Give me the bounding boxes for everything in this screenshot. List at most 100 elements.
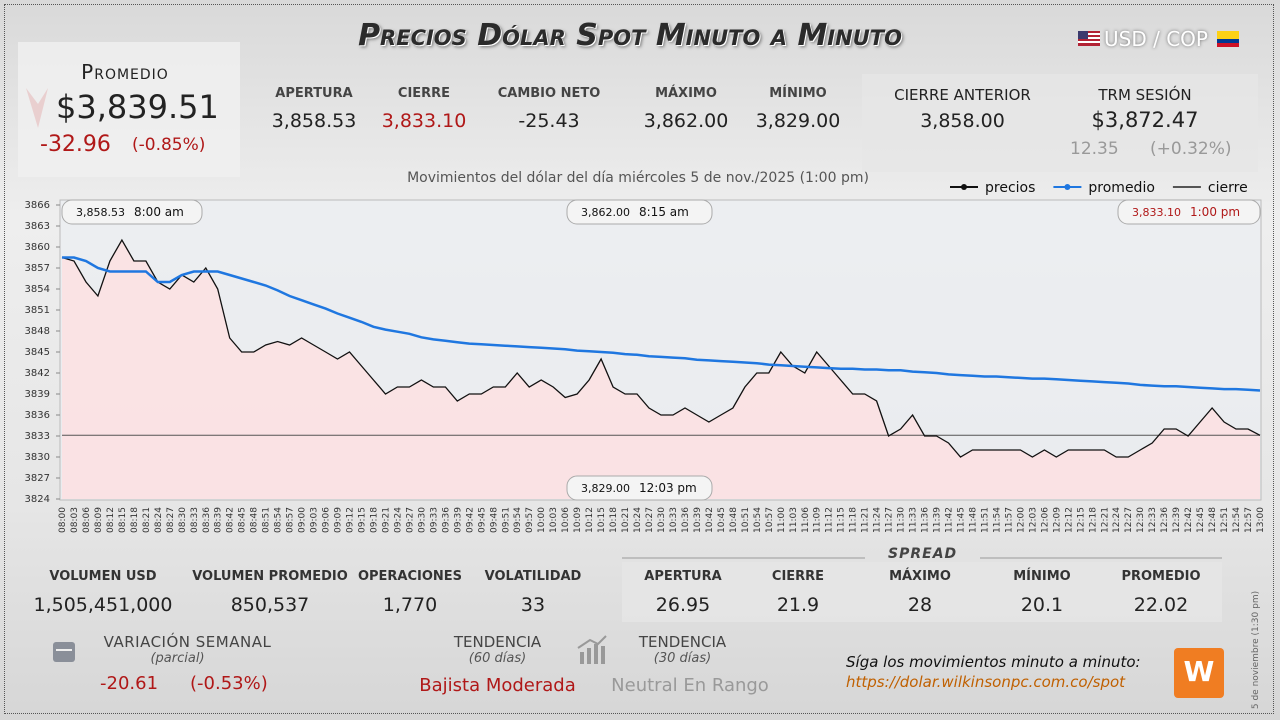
volume-label: OPERACIONES — [357, 569, 463, 584]
x-tick-label: 09:27 — [405, 507, 415, 533]
x-tick-label: 09:51 — [501, 507, 511, 533]
weekly-value: -20.61 — [100, 673, 159, 694]
x-tick-label: 12:48 — [1208, 507, 1218, 533]
x-tick-label: 08:06 — [82, 507, 92, 533]
x-tick-label: 11:21 — [861, 507, 871, 533]
x-tick-label: 11:48 — [968, 507, 978, 533]
x-tick-label: 12:00 — [1016, 507, 1026, 533]
x-tick-label: 08:27 — [166, 507, 176, 533]
x-tick-label: 10:42 — [705, 507, 715, 533]
x-tick-label: 08:12 — [106, 507, 116, 533]
footer-text: Síga los movimientos minuto a minuto: — [846, 653, 1141, 671]
volume-value: 1,770 — [382, 594, 438, 616]
spread-title: SPREAD — [888, 546, 958, 562]
x-tick-label: 12:57 — [1244, 507, 1254, 533]
x-tick-label: 11:09 — [813, 507, 823, 533]
x-tick-label: 11:03 — [789, 507, 799, 533]
x-tick-label: 09:24 — [393, 507, 403, 533]
y-tick-label: 3836 — [25, 410, 50, 421]
frame — [4, 4, 1274, 714]
x-tick-label: 08:45 — [238, 507, 248, 533]
x-tick-label: 12:18 — [1088, 507, 1098, 533]
weekly-sub: (parcial) — [150, 651, 205, 666]
y-tick-label: 3830 — [25, 452, 50, 463]
x-tick-label: 09:39 — [453, 507, 463, 533]
calendar-icon — [53, 642, 75, 662]
x-tick-label: 10:06 — [561, 507, 571, 533]
x-tick-label: 08:18 — [130, 507, 140, 533]
legend-dot — [961, 184, 967, 190]
annotation-value: 3,829.00 — [581, 482, 630, 495]
y-tick-label: 3863 — [25, 221, 50, 232]
annotation-box — [1117, 199, 1261, 225]
x-tick-label: 10:33 — [669, 507, 679, 533]
spread-label: MÍNIMO — [1013, 569, 1071, 584]
x-tick-label: 10:12 — [585, 507, 595, 533]
x-tick-label: 08:15 — [118, 507, 128, 533]
x-tick-label: 11:51 — [980, 507, 990, 533]
promedio-box — [18, 42, 240, 177]
x-tick-label: 11:00 — [777, 507, 787, 533]
x-tick-label: 11:27 — [885, 507, 895, 533]
x-tick-label: 09:33 — [429, 507, 439, 533]
stat-label: MÍNIMO — [769, 86, 827, 101]
x-tick-label: 12:54 — [1232, 507, 1242, 533]
x-tick-label: 10:21 — [621, 507, 631, 533]
x-tick-label: 08:51 — [262, 507, 272, 533]
stat-label: CAMBIO NETO — [497, 86, 601, 101]
y-tick-label: 3866 — [25, 200, 50, 211]
spread-label: CIERRE — [771, 569, 825, 584]
x-tick-label: 11:45 — [957, 507, 967, 533]
x-tick-label: 13:00 — [1256, 507, 1266, 533]
x-tick-label: 12:30 — [1136, 507, 1146, 533]
x-tick-label: 10:03 — [549, 507, 559, 533]
y-tick-label: 3845 — [25, 347, 50, 358]
flag-us — [1078, 31, 1100, 46]
y-tick-label: 3854 — [25, 284, 50, 295]
x-tick-label: 12:27 — [1124, 507, 1134, 533]
x-tick-label: 08:21 — [142, 507, 152, 533]
x-tick-label: 11:12 — [825, 507, 835, 533]
trend60-value: Bajista Moderada — [419, 675, 576, 696]
x-tick-label: 09:06 — [322, 507, 332, 533]
x-tick-label: 08:39 — [214, 507, 224, 533]
legend-label: promedio — [1088, 180, 1155, 196]
x-tick-label: 11:57 — [1004, 507, 1014, 533]
trend-icon — [577, 635, 607, 664]
footer-url[interactable]: https://dolar.wilkinsonpc.com.co/spot — [846, 673, 1126, 691]
x-tick-label: 12:33 — [1148, 507, 1158, 533]
trend30-label: TENDENCIA — [638, 633, 727, 651]
volume-value: 33 — [520, 594, 546, 616]
trm-change: 12.35 — [1070, 139, 1119, 159]
spread-value: 22.02 — [1133, 594, 1189, 616]
stat-label: CIERRE — [397, 86, 451, 101]
x-tick-label: 09:45 — [477, 507, 487, 533]
x-tick-label: 08:09 — [94, 507, 104, 533]
x-tick-label: 09:00 — [298, 507, 308, 533]
x-tick-label: 10:39 — [693, 507, 703, 533]
area-fill — [62, 240, 1260, 499]
annotation-value: 3,858.53 — [76, 206, 125, 219]
svg-text:W: W — [1184, 655, 1215, 688]
x-tick-label: 12:45 — [1196, 507, 1206, 533]
x-tick-label: 12:15 — [1076, 507, 1086, 533]
x-tick-label: 09:18 — [369, 507, 379, 533]
spread-label: APERTURA — [644, 569, 722, 584]
promedio-value: $3,839.51 — [56, 88, 219, 126]
legend-dot — [1064, 184, 1071, 190]
x-tick-label: 12:39 — [1172, 507, 1182, 533]
chart-subtitle: Movimientos del dólar del día miércoles … — [407, 170, 869, 186]
trm-label: TRM SESIÓN — [1098, 86, 1192, 104]
y-tick-label: 3824 — [25, 494, 50, 505]
x-tick-label: 12:24 — [1112, 507, 1122, 533]
stat-label: APERTURA — [275, 86, 353, 101]
spread-label: PROMEDIO — [1121, 569, 1201, 584]
trm-change-pct: (+0.32%) — [1150, 139, 1232, 159]
x-tick-label: 10:57 — [765, 507, 775, 533]
x-tick-label: 10:24 — [633, 507, 643, 533]
x-tick-label: 10:30 — [657, 507, 667, 533]
volume-label: VOLUMEN USD — [49, 569, 157, 584]
x-tick-label: 08:24 — [154, 507, 164, 533]
